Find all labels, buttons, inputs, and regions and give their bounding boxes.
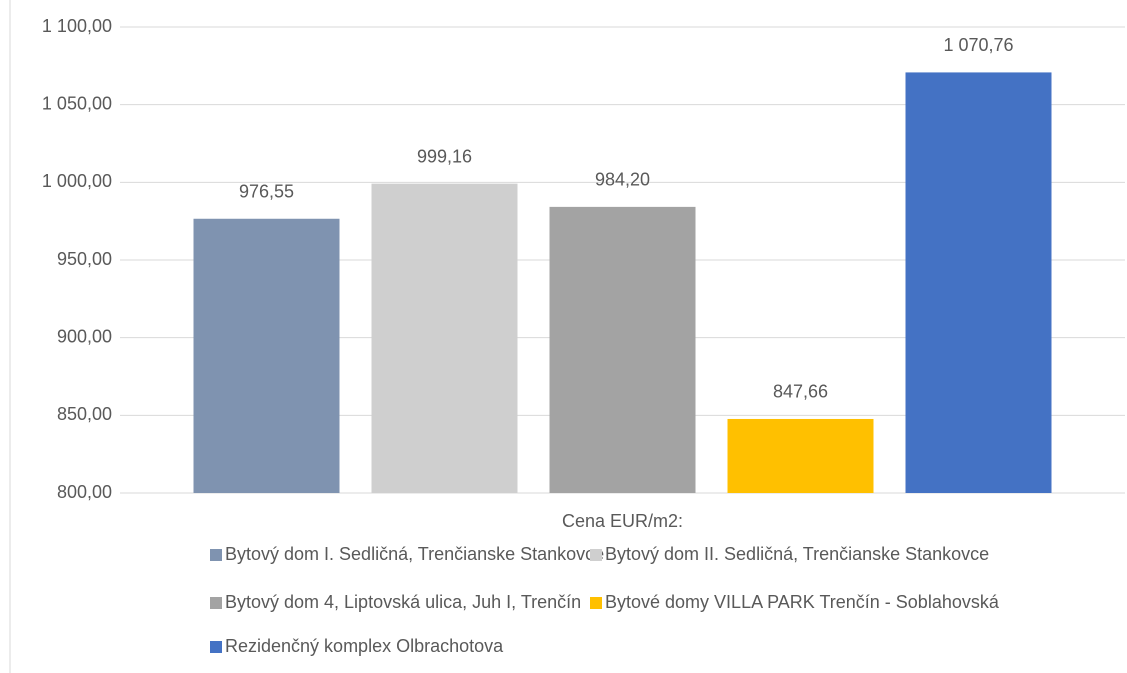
legend-label: Bytový dom II. Sedličná, Trenčianske Sta…	[605, 544, 989, 564]
bar	[193, 218, 340, 493]
bar	[371, 183, 518, 494]
legend-label: Rezidenčný komplex Olbrachotova	[225, 636, 504, 656]
legend-swatch	[590, 549, 602, 561]
legend-swatch	[210, 549, 222, 561]
legend-label: Bytový dom I. Sedličná, Trenčianske Stan…	[225, 544, 604, 564]
y-tick-label: 1 050,00	[42, 93, 112, 113]
y-tick-label: 1 100,00	[42, 16, 112, 36]
legend-swatch	[590, 597, 602, 609]
y-tick-label: 1 000,00	[42, 171, 112, 191]
y-tick-label: 950,00	[57, 249, 112, 269]
x-tick-label: Cena EUR/m2:	[562, 511, 683, 531]
legend-swatch	[210, 597, 222, 609]
value-label: 976,55	[239, 182, 294, 202]
bar	[905, 72, 1052, 493]
y-tick-label: 800,00	[57, 482, 112, 502]
legend-label: Bytové domy VILLA PARK Trenčín - Soblaho…	[605, 592, 1000, 612]
bar	[727, 418, 874, 493]
legend-swatch	[210, 641, 222, 653]
y-tick-label: 850,00	[57, 404, 112, 424]
legend-label: Bytový dom 4, Liptovská ulica, Juh I, Tr…	[225, 592, 581, 612]
value-label: 847,66	[773, 382, 828, 402]
value-label: 999,16	[417, 146, 472, 166]
value-label: 984,20	[595, 170, 650, 190]
bar	[549, 206, 696, 493]
value-label: 1 070,76	[943, 35, 1013, 55]
y-tick-label: 900,00	[57, 326, 112, 346]
